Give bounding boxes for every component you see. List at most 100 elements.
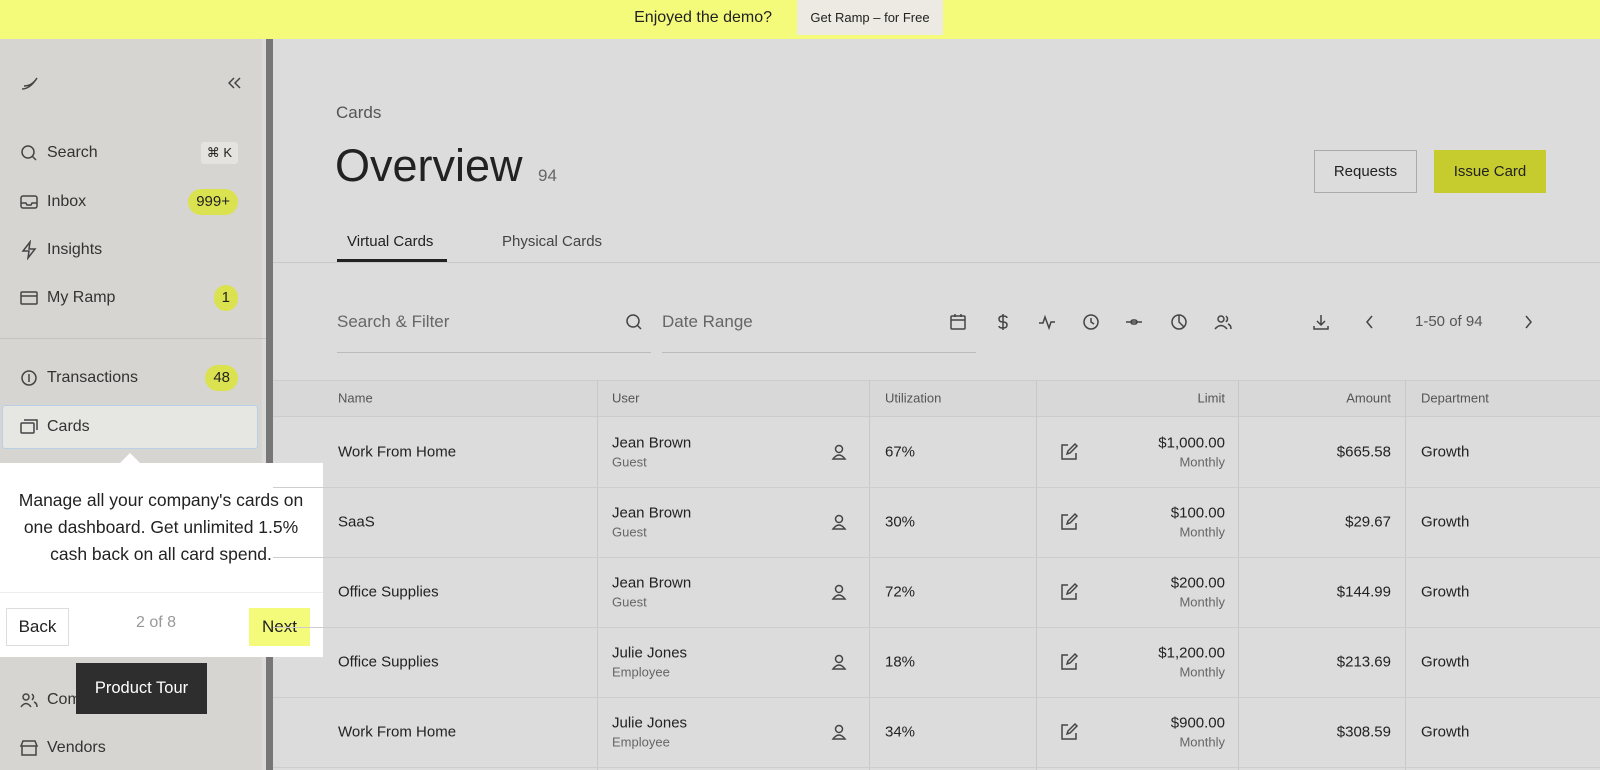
card-name: Office Supplies [338, 583, 439, 601]
edit-icon [1061, 652, 1079, 670]
tab[interactable]: Virtual Cards [347, 233, 434, 250]
next-page[interactable] [1523, 315, 1533, 329]
scrollbar [266, 39, 273, 770]
column-header: Department [1421, 390, 1489, 406]
card-name: Work From Home [338, 723, 457, 741]
nav-icon [21, 145, 37, 161]
limit-period: Monthly [1179, 454, 1225, 470]
limit: $1,000.00 [1158, 434, 1225, 452]
user-name: Julie Jones [612, 714, 688, 732]
amount: $213.69 [1336, 653, 1391, 671]
department: Growth [1421, 653, 1470, 671]
nav-badge: 1 [213, 285, 238, 311]
user-icon [831, 444, 847, 460]
nav-item[interactable]: Inbox [47, 193, 87, 210]
date-range[interactable]: Date Range [662, 312, 753, 331]
amount: $665.58 [1336, 443, 1391, 461]
filter-icon [1126, 319, 1142, 325]
filter-icon [1171, 314, 1187, 330]
filter-icon [998, 314, 1008, 330]
utilization: 34% [885, 723, 916, 741]
collapse-icon[interactable] [228, 77, 242, 89]
card-name: Office Supplies [338, 653, 439, 671]
nav-icon [21, 240, 37, 260]
row-divider [273, 487, 1600, 488]
nav-item[interactable]: My Ramp [47, 289, 116, 306]
prev-page[interactable] [1365, 315, 1375, 329]
tab-underline [337, 259, 447, 262]
column-border [597, 380, 598, 770]
row-divider [273, 557, 1600, 558]
column-header: Utilization [885, 390, 942, 406]
user-icon [831, 514, 847, 530]
user-name: Julie Jones [612, 644, 688, 662]
limit-period: Monthly [1179, 594, 1225, 610]
amount: $29.67 [1345, 513, 1391, 531]
user-icon [831, 724, 847, 740]
filter-icon [1039, 314, 1055, 331]
column-border [1405, 380, 1406, 770]
nav-item[interactable]: Com [47, 691, 81, 708]
column-header: User [612, 390, 640, 406]
sidebar-divider [0, 338, 266, 339]
column-border [1238, 380, 1239, 770]
tab[interactable]: Physical Cards [502, 233, 603, 250]
requests-button[interactable]: Requests [1314, 150, 1417, 193]
card-count: 94 [538, 166, 557, 185]
amount: $308.59 [1336, 723, 1391, 741]
download-icon[interactable] [1312, 313, 1330, 331]
filter-icon [1214, 315, 1232, 330]
search-underline [337, 352, 651, 353]
user-icon [831, 654, 847, 670]
user-role: Employee [612, 664, 670, 680]
utilization: 67% [885, 443, 916, 461]
nav-icon [20, 419, 38, 434]
nav-item[interactable]: Search [47, 144, 98, 161]
back-button[interactable]: Back [6, 608, 69, 646]
nav-icon [19, 740, 39, 756]
user-name: Jean Brown [612, 504, 692, 522]
product-tour-button[interactable]: Product Tour [76, 663, 207, 714]
limit-period: Monthly [1179, 524, 1225, 540]
search-filter[interactable]: Search & Filter [337, 312, 450, 331]
date-underline [662, 352, 976, 353]
breadcrumb: Cards [336, 103, 382, 122]
row-divider [273, 767, 1600, 768]
department: Growth [1421, 513, 1470, 531]
card-name: SaaS [338, 513, 375, 531]
filter-icon [950, 314, 966, 330]
nav-icon [20, 291, 38, 305]
shortcut: ⌘ K [200, 142, 238, 164]
table-header [273, 380, 1600, 417]
nav-badge: 48 [205, 365, 238, 391]
user-name: Jean Brown [612, 574, 692, 592]
limit: $100.00 [1170, 504, 1225, 522]
banner-button[interactable]: Get Ramp – for Free [797, 0, 943, 35]
nav-item[interactable]: Vendors [47, 739, 106, 756]
nav-item[interactable]: Cards [47, 418, 90, 435]
banner-text: Enjoyed the demo? [634, 9, 772, 26]
user-role: Employee [612, 734, 670, 750]
tabs-divider [273, 262, 1600, 263]
issue-card-button[interactable]: Issue Card [1434, 150, 1546, 193]
utilization: 30% [885, 513, 916, 531]
search-icon [626, 314, 642, 330]
nav-item[interactable]: Transactions [47, 369, 138, 386]
limit: $1,200.00 [1158, 644, 1225, 662]
logo [21, 77, 38, 90]
tour-step: 2 of 8 [136, 614, 177, 631]
user-role: Guest [612, 594, 647, 610]
limit: $900.00 [1170, 714, 1225, 732]
pagination: 1-50 of 94 [1415, 313, 1483, 330]
row-divider [273, 697, 1600, 698]
tooltip-arrow [119, 453, 141, 464]
nav-item[interactable]: Insights [47, 241, 103, 258]
department: Growth [1421, 443, 1470, 461]
column-border [869, 380, 870, 770]
user-role: Guest [612, 454, 647, 470]
nav-badge: 999+ [188, 189, 238, 215]
department: Growth [1421, 723, 1470, 741]
edit-icon [1061, 722, 1079, 740]
limit: $200.00 [1170, 574, 1225, 592]
